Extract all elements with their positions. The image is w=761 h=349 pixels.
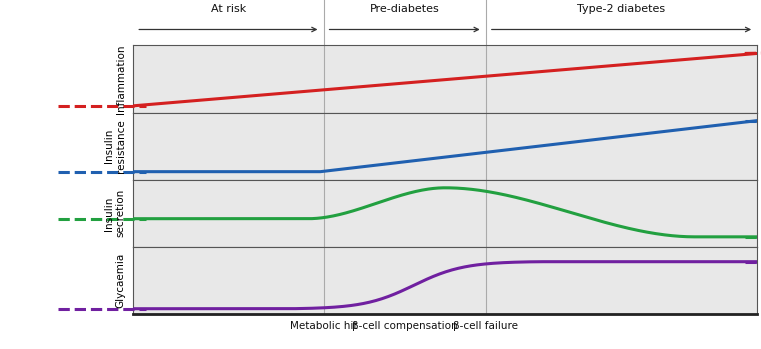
Text: β-cell failure: β-cell failure (454, 321, 518, 331)
Text: Insulin
secretion: Insulin secretion (104, 189, 126, 237)
Text: Inflammation: Inflammation (116, 44, 126, 114)
Text: Type-2 diabetes: Type-2 diabetes (578, 3, 666, 14)
Text: Glycaemia: Glycaemia (116, 253, 126, 308)
Text: At risk: At risk (211, 3, 246, 14)
Text: Metabolic hit: Metabolic hit (290, 321, 357, 331)
Text: Insulin
resistance: Insulin resistance (104, 119, 126, 173)
Text: Pre-diabetes: Pre-diabetes (370, 3, 440, 14)
Text: β-cell compensation: β-cell compensation (352, 321, 457, 331)
